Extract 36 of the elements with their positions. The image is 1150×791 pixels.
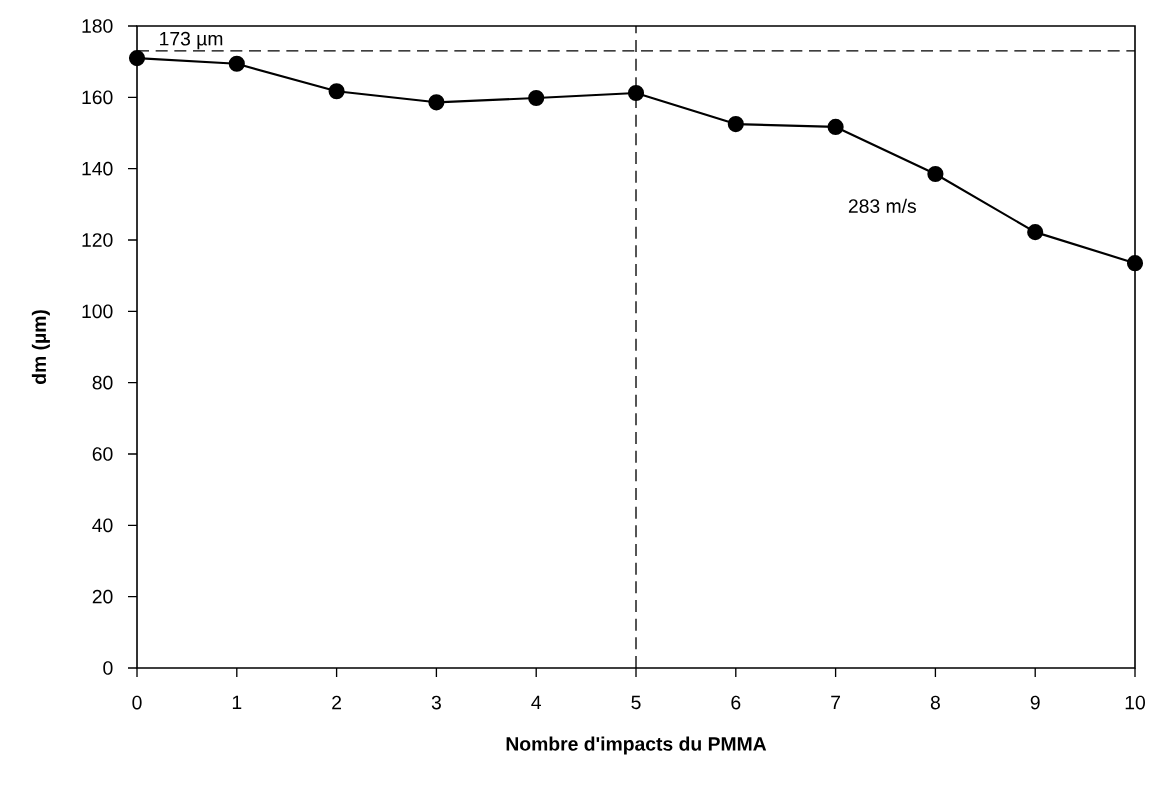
x-tick-label: 1 bbox=[232, 695, 242, 709]
x-tick-label: 6 bbox=[731, 695, 741, 710]
x-tick-label: 2 bbox=[332, 695, 342, 710]
point bbox=[727, 116, 744, 133]
point bbox=[328, 83, 345, 100]
x-tick-label: 8 bbox=[930, 695, 940, 710]
y-tick-label: 60 bbox=[92, 447, 113, 461]
point bbox=[1027, 224, 1044, 241]
series-label: 283 m/s bbox=[848, 198, 916, 213]
y-tick-label: 40 bbox=[92, 518, 113, 533]
x-axis-title: Nombre d'impacts du PMMA bbox=[506, 736, 767, 755]
x-tick-label: 0 bbox=[132, 695, 142, 710]
x-tick-label: 10 bbox=[1125, 695, 1145, 710]
y-tick-label: 20 bbox=[92, 589, 113, 604]
point bbox=[1126, 255, 1144, 272]
point bbox=[627, 84, 645, 102]
point bbox=[827, 118, 844, 135]
y-tick-label: 140 bbox=[82, 161, 113, 176]
y-tick-label: 180 bbox=[82, 19, 113, 33]
y-tick-label: 80 bbox=[92, 375, 113, 390]
point bbox=[428, 94, 445, 111]
y-tick-label: 120 bbox=[82, 233, 113, 247]
x-tick-label: 7 bbox=[831, 695, 841, 709]
ref-line-label: 173 µm bbox=[160, 31, 223, 50]
y-tick-label: 160 bbox=[82, 90, 113, 105]
point bbox=[228, 55, 245, 72]
point bbox=[927, 165, 944, 183]
x-tick-label: 3 bbox=[431, 695, 441, 710]
x-tick-label: 4 bbox=[531, 695, 542, 709]
point bbox=[128, 50, 146, 67]
x-tick-label: 5 bbox=[631, 695, 641, 710]
y-axis-title: dm (µm) bbox=[31, 310, 50, 384]
y-tick-label: 0 bbox=[103, 661, 113, 675]
point bbox=[528, 89, 545, 107]
x-tick-label: 9 bbox=[1030, 695, 1040, 710]
y-tick-label: 100 bbox=[82, 304, 113, 319]
